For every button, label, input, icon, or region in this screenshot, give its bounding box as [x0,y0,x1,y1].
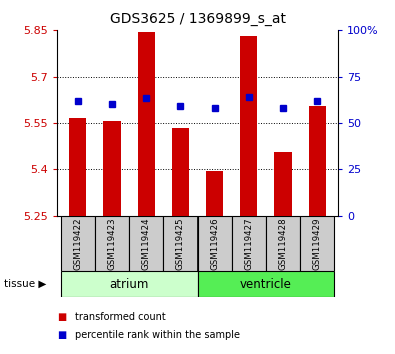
Text: ventricle: ventricle [240,278,292,291]
Bar [300,216,334,271]
Text: GSM119427: GSM119427 [244,217,253,270]
Text: ■: ■ [57,330,66,339]
Title: GDS3625 / 1369899_s_at: GDS3625 / 1369899_s_at [109,12,286,26]
Text: GSM119422: GSM119422 [73,217,82,270]
Bar [129,216,163,271]
Text: percentile rank within the sample: percentile rank within the sample [75,330,240,339]
Text: tissue ▶: tissue ▶ [4,279,46,289]
Bar [69,118,87,216]
Text: GSM119429: GSM119429 [313,217,322,270]
Bar [198,271,334,297]
Text: GSM119428: GSM119428 [278,217,288,270]
Text: GSM119425: GSM119425 [176,217,185,270]
Bar [198,216,232,271]
Bar [95,216,129,271]
Text: GSM119424: GSM119424 [142,217,151,270]
Bar [103,121,120,216]
Bar [137,32,155,216]
Bar [275,153,292,216]
Bar [172,128,189,216]
Text: GSM119423: GSM119423 [107,217,117,270]
Text: atrium: atrium [109,278,149,291]
Text: transformed count: transformed count [75,312,166,322]
Bar [163,216,198,271]
Bar [266,216,300,271]
Bar [61,216,95,271]
Text: GSM119426: GSM119426 [210,217,219,270]
Bar [206,171,223,216]
Text: ■: ■ [57,312,66,322]
Bar [240,36,258,216]
Bar [61,271,198,297]
Bar [232,216,266,271]
Bar [308,106,326,216]
